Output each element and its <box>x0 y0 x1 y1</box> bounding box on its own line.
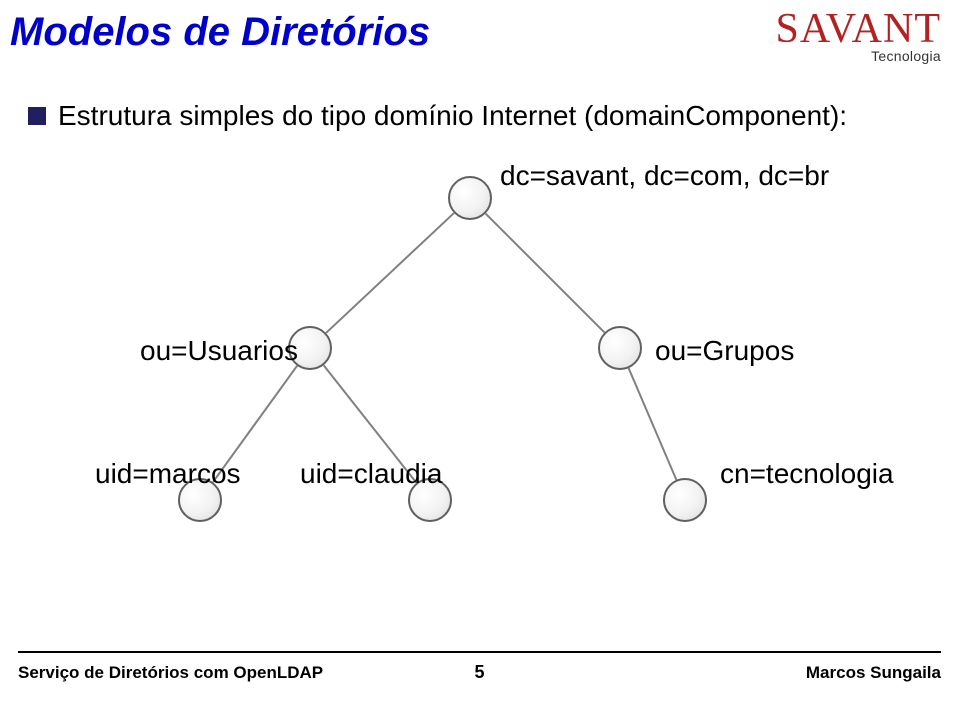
bullet-square-icon <box>28 107 46 125</box>
logo: SAVANT Tecnologia <box>775 8 941 64</box>
tree-edge <box>629 368 677 480</box>
tree-edge <box>486 214 605 333</box>
tree-node-root <box>448 176 492 220</box>
tree-label-marcos: uid=marcos <box>95 458 241 490</box>
tree-label-grp: ou=Grupos <box>655 335 794 367</box>
page-title: Modelos de Diretórios <box>10 10 430 55</box>
tree-node-tecn <box>663 478 707 522</box>
tree-label-tecn: cn=tecnologia <box>720 458 894 490</box>
tree-label-root: dc=savant, dc=com, dc=br <box>500 160 829 192</box>
footer-right: Marcos Sungaila <box>806 663 941 683</box>
bullet-line: Estrutura simples do tipo domínio Intern… <box>28 100 847 132</box>
tree-edge <box>326 213 454 333</box>
logo-text: SAVANT <box>775 8 941 50</box>
tree-label-usu: ou=Usuarios <box>140 335 298 367</box>
tree-label-claudia: uid=claudia <box>300 458 442 490</box>
footer-divider <box>18 651 941 653</box>
bullet-text: Estrutura simples do tipo domínio Intern… <box>58 100 847 132</box>
tree-node-grp <box>598 326 642 370</box>
